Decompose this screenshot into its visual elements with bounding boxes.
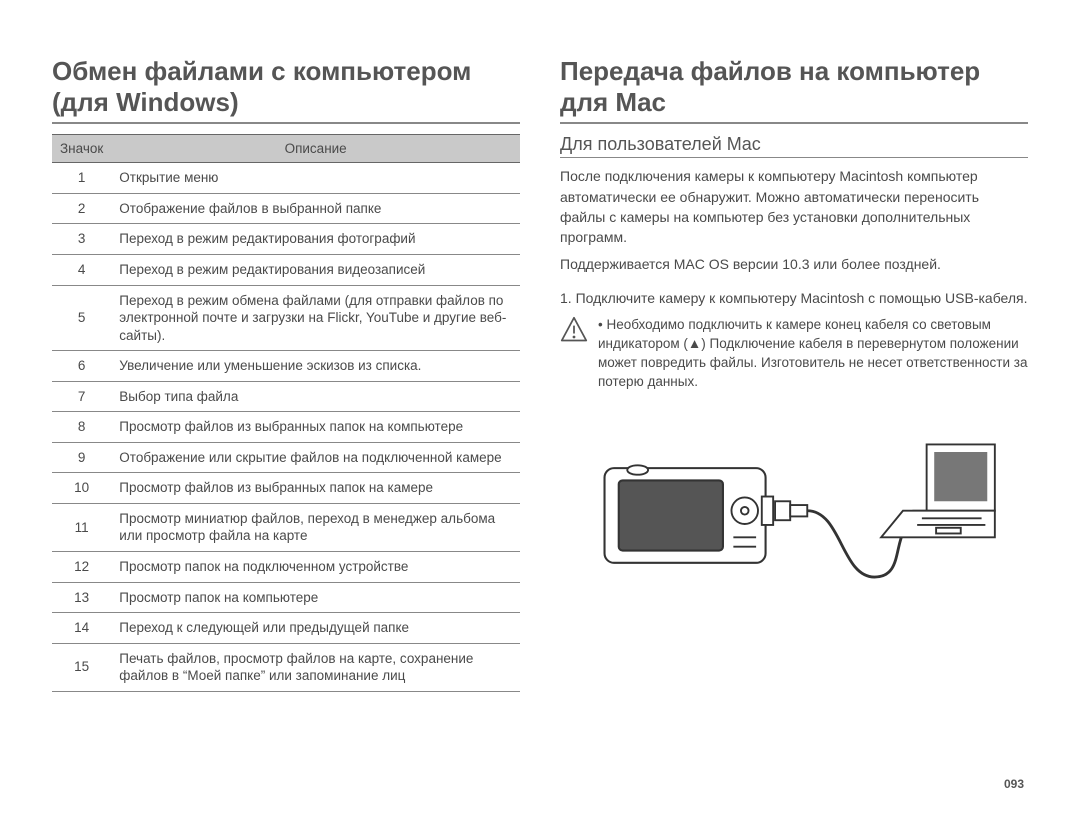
row-index: 2 [52,193,111,224]
page-number: 093 [1004,777,1024,791]
row-description: Переход в режим обмена файлами (для отпр… [111,285,520,351]
row-description: Переход к следующей или предыдущей папке [111,613,520,644]
warning-box: • Необходимо подключить к камере конец к… [560,316,1028,392]
mac-paragraph-2: Поддерживается MAC OS версии 10.3 или бо… [560,254,1028,274]
row-index: 11 [52,503,111,551]
row-description: Переход в режим редактирования фотографи… [111,224,520,255]
mac-subheading: Для пользователей Mac [560,134,1028,155]
row-index: 13 [52,582,111,613]
row-description: Просмотр папок на компьютере [111,582,520,613]
warning-icon [560,316,588,349]
windows-heading: Обмен файлами с компьютером (для Windows… [52,56,520,118]
table-row: 3Переход в режим редактирования фотограф… [52,224,520,255]
table-row: 15Печать файлов, просмотр файлов на карт… [52,643,520,691]
row-index: 10 [52,473,111,504]
subheading-rule [560,157,1028,158]
table-row: 13Просмотр папок на компьютере [52,582,520,613]
row-index: 1 [52,163,111,194]
row-index: 9 [52,442,111,473]
row-index: 14 [52,613,111,644]
row-index: 7 [52,381,111,412]
row-index: 15 [52,643,111,691]
table-row: 9Отображение или скрытие файлов на подкл… [52,442,520,473]
table-row: 12Просмотр папок на подключенном устройс… [52,552,520,583]
warning-bullet: • [598,317,603,332]
row-description: Увеличение или уменьшение эскизов из спи… [111,351,520,382]
row-description: Выбор типа файла [111,381,520,412]
step-text: Подключите камеру к компьютеру Macintosh… [576,290,1028,306]
table-row: 8Просмотр файлов из выбранных папок на к… [52,412,520,443]
table-row: 6Увеличение или уменьшение эскизов из сп… [52,351,520,382]
table-row: 7Выбор типа файла [52,381,520,412]
warning-body: Необходимо подключить к камере конец каб… [598,317,1027,389]
table-row: 2Отображение файлов в выбранной папке [52,193,520,224]
table-header-desc: Описание [111,135,520,163]
warning-text: • Необходимо подключить к камере конец к… [598,316,1028,392]
table-row: 4Переход в режим редактирования видеозап… [52,255,520,286]
row-index: 6 [52,351,111,382]
row-index: 12 [52,552,111,583]
step-number: 1. [560,290,572,306]
row-description: Просмотр файлов из выбранных папок на ко… [111,412,520,443]
row-index: 3 [52,224,111,255]
mac-paragraph-1: После подключения камеры к компьютеру Ma… [560,166,1028,247]
windows-column: Обмен файлами с компьютером (для Windows… [52,56,520,692]
icon-description-table: Значок Описание 1Открытие меню2Отображен… [52,134,520,691]
row-index: 8 [52,412,111,443]
mac-heading: Передача файлов на компьютер для Mac [560,56,1028,118]
row-description: Печать файлов, просмотр файлов на карте,… [111,643,520,691]
step-1: 1. Подключите камеру к компьютеру Macint… [560,288,1028,308]
heading-rule [52,122,520,124]
row-description: Просмотр файлов из выбранных папок на ка… [111,473,520,504]
row-index: 4 [52,255,111,286]
row-index: 5 [52,285,111,351]
table-row: 5Переход в режим обмена файлами (для отп… [52,285,520,351]
row-description: Отображение или скрытие файлов на подклю… [111,442,520,473]
table-row: 10Просмотр файлов из выбранных папок на … [52,473,520,504]
row-description: Переход в режим редактирования видеозапи… [111,255,520,286]
connection-illustration [560,416,1028,601]
mac-column: Передача файлов на компьютер для Mac Для… [560,56,1028,692]
row-description: Отображение файлов в выбранной папке [111,193,520,224]
table-row: 1Открытие меню [52,163,520,194]
heading-rule [560,122,1028,124]
row-description: Просмотр миниатюр файлов, переход в мене… [111,503,520,551]
row-description: Просмотр папок на подключенном устройств… [111,552,520,583]
table-header-icon: Значок [52,135,111,163]
row-description: Открытие меню [111,163,520,194]
table-row: 11Просмотр миниатюр файлов, переход в ме… [52,503,520,551]
table-row: 14Переход к следующей или предыдущей пап… [52,613,520,644]
